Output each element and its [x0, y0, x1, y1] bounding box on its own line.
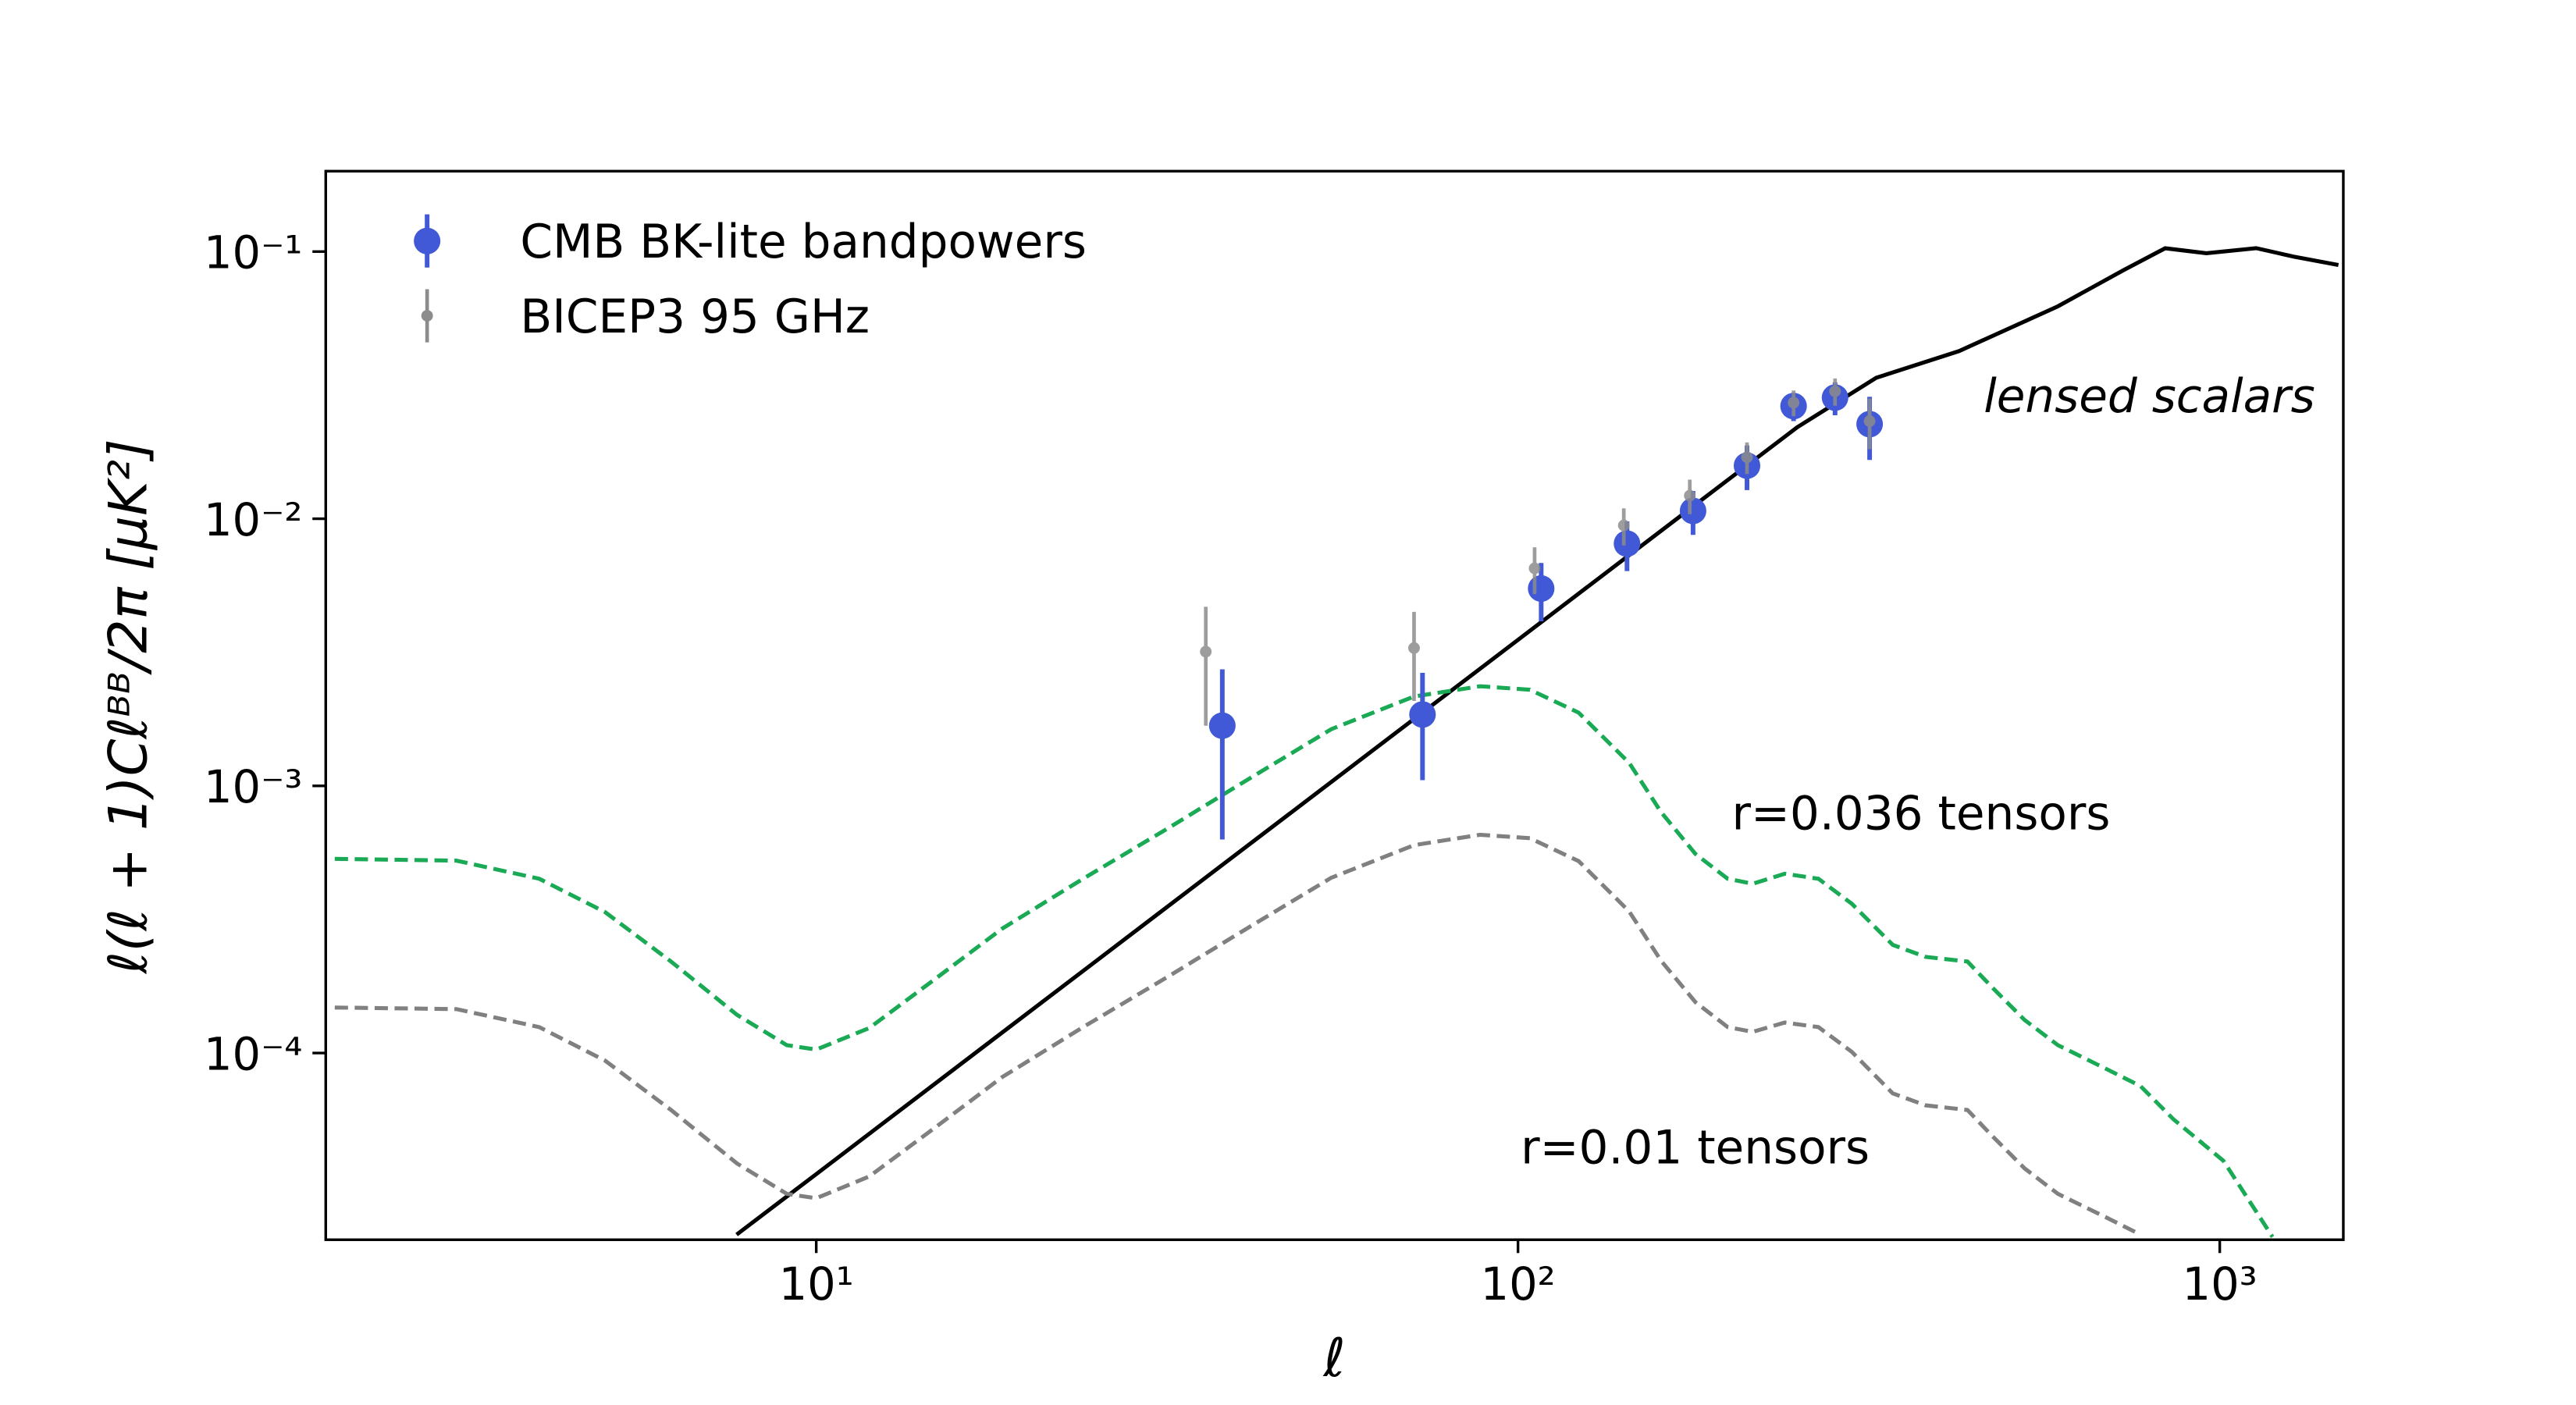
annotation: lensed scalars [1984, 370, 2315, 424]
data-point [1528, 562, 1541, 574]
legend: CMB BK-lite bandpowers BICEP3 95 GHz [414, 214, 1087, 344]
plot-points [1200, 378, 1884, 840]
x-tick-label: 10³ [2183, 1258, 2258, 1311]
data-point [1409, 701, 1436, 728]
y-tick-label: 10⁻⁴ [204, 1028, 302, 1080]
data-point [1528, 574, 1555, 602]
y-tick-label: 10⁻¹ [204, 227, 302, 279]
data-point [1408, 642, 1420, 654]
legend-marker [414, 227, 441, 254]
series-line [735, 246, 2339, 1236]
series-line [334, 684, 2275, 1238]
data-point [1788, 397, 1800, 409]
plot-frame [324, 169, 2345, 1241]
data-point [1863, 415, 1876, 427]
series-points [1200, 378, 1876, 726]
data-point [1684, 489, 1696, 502]
x-axis-label: ℓ [1323, 1328, 1346, 1389]
data-point [1741, 451, 1753, 464]
legend-label: CMB BK-lite bandpowers [520, 215, 1087, 269]
y-tick-label: 10⁻³ [204, 761, 302, 813]
x-tick-label: 10¹ [779, 1258, 854, 1311]
plot-lines [334, 246, 2339, 1238]
y-axis-label: ℓ(ℓ + 1)Cℓᴮᴮ/2π [μK²] [98, 439, 159, 974]
data-point [1208, 712, 1236, 739]
legend-marker [421, 310, 433, 322]
series-points [1208, 382, 1884, 840]
data-point [1679, 497, 1706, 525]
series-line [334, 832, 2142, 1237]
legend-label: BICEP3 95 GHz [520, 290, 870, 344]
axes: 10¹ 10² 10³ 10⁻⁴ 10⁻³ 10⁻² 10⁻¹ [204, 227, 2258, 1311]
x-tick-label: 10² [1481, 1258, 1556, 1311]
annotation: r=0.036 tensors [1731, 787, 2110, 841]
data-point [1200, 646, 1212, 658]
data-point [1617, 519, 1630, 532]
annotation: r=0.01 tensors [1521, 1121, 1870, 1175]
data-point [1829, 385, 1841, 397]
data-point [1614, 530, 1641, 557]
y-tick-label: 10⁻² [204, 494, 302, 546]
